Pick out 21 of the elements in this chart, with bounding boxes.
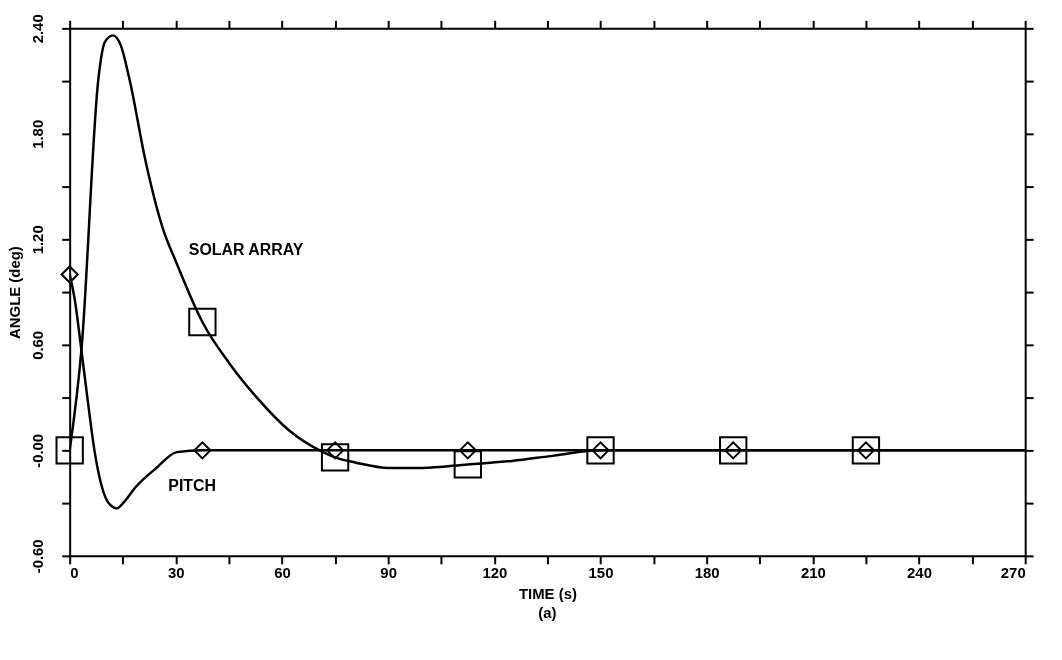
x-tick-label: 270 [1000, 564, 1026, 582]
x-tick-label: 210 [800, 564, 826, 582]
y-tick-label: -0.60 [29, 539, 47, 574]
y-tick-label: 0.60 [29, 330, 47, 360]
text: (a) [538, 603, 557, 621]
y-tick-label: 2.40 [29, 14, 47, 44]
x-tick-label: 90 [380, 564, 397, 582]
x-tick-label: 30 [168, 564, 185, 582]
x-tick-label: 240 [907, 564, 932, 582]
series-label: PITCH [168, 476, 217, 494]
y-tick-label: -0.00 [29, 433, 47, 468]
x-axis-title: TIME (s) [518, 585, 577, 603]
x-tick-label: 0 [70, 564, 79, 582]
x-tick-label: 150 [588, 564, 614, 582]
x-tick-label: 60 [274, 564, 291, 582]
x-tick-label: 120 [482, 564, 508, 582]
y-tick-label: 1.20 [29, 225, 47, 255]
y-tick-label: 1.80 [29, 119, 47, 149]
series-label: SOLAR ARRAY [188, 241, 304, 259]
x-tick-label: 180 [694, 564, 720, 582]
y-axis-title: ANGLE (deg) [6, 246, 24, 339]
